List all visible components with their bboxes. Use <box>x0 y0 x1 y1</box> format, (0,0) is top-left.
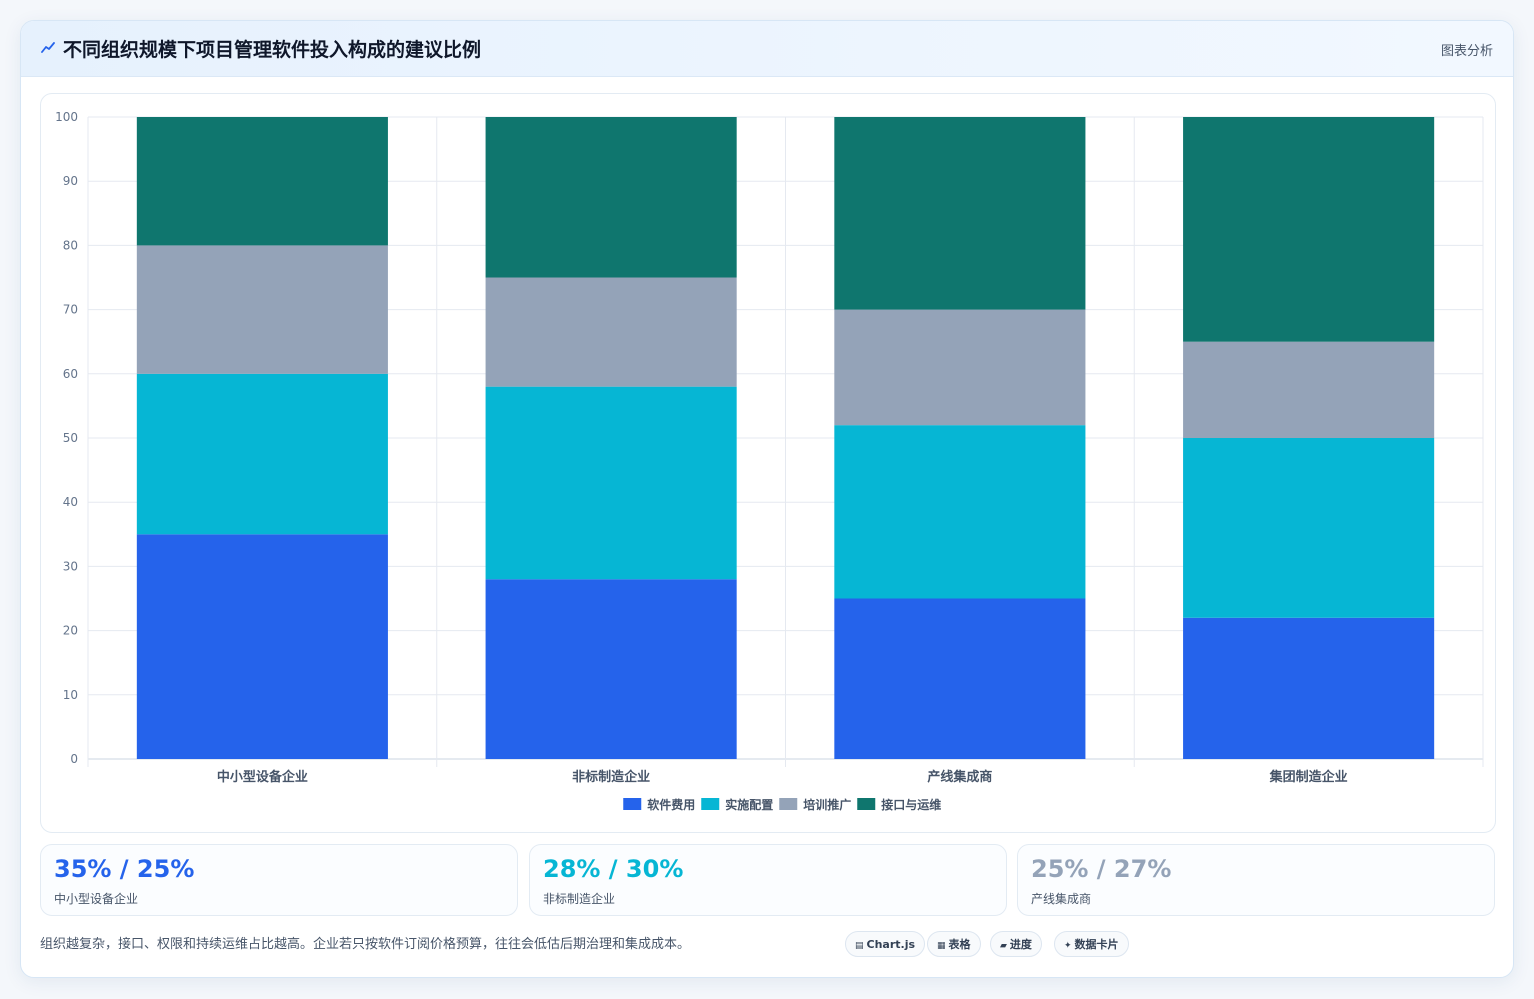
chip-chartjs[interactable]: ▤ Chart.js <box>845 931 926 957</box>
stat-value: 35% / 25% <box>54 855 195 883</box>
legend-swatch <box>779 798 798 810</box>
y-tick-label: 40 <box>63 495 78 509</box>
chart-analysis-tag[interactable]: 图表分析 <box>1440 44 1493 59</box>
chip-data-card[interactable]: ✦ 数据卡片 <box>1054 931 1129 957</box>
chip-label: Chart.js <box>866 938 916 951</box>
bar-segment <box>485 579 737 759</box>
page-title: 不同组织规模下项目管理软件投入构成的建议比例 <box>63 39 482 61</box>
bar-segment <box>136 117 388 246</box>
x-tick-label: 非标制造企业 <box>572 769 650 785</box>
x-tick-label: 产线集成商 <box>927 769 992 785</box>
stat-label: 中小型设备企业 <box>54 892 139 906</box>
chip-label: 数据卡片 <box>1074 938 1119 951</box>
legend-label: 实施配置 <box>725 797 773 812</box>
y-tick-label: 30 <box>63 559 78 573</box>
chart-card: 不同组织规模下项目管理软件投入构成的建议比例 图表分析 0 10 20 30 40 50 6… <box>20 20 1514 978</box>
stat-cards: 35% / 25% 中小型设备企业 28% / 30% 非标制造企业 25% /… <box>40 844 1496 916</box>
bar-segment <box>1183 617 1435 759</box>
progress-icon: ▰ <box>1000 941 1007 951</box>
bar-segment <box>136 245 388 374</box>
y-tick-label: 80 <box>63 238 78 252</box>
stat-label: 产线集成商 <box>1031 892 1092 906</box>
bar-segment <box>1183 117 1435 342</box>
table-icon: ▦ <box>937 941 946 951</box>
stat-value: 25% / 27% <box>1031 855 1172 883</box>
chip-label: 进度 <box>1009 938 1032 951</box>
sparkle-icon: ✦ <box>1064 941 1072 951</box>
chart-icon: ▤ <box>855 941 864 951</box>
chip-table[interactable]: ▦ 表格 <box>927 931 981 957</box>
stacked-bar-chart: 0 10 20 30 40 50 60 70 80 90 100 中小型设备企业 非标制造企业 产线集成商… <box>55 110 1484 812</box>
x-tick-label: 集团制造企业 <box>1269 769 1348 785</box>
footer-note: 组织越复杂，接口、权限和持续运维占比越高。企业若只按软件订阅价格预算，往往会低估… <box>40 937 691 952</box>
bar-segment <box>834 425 1086 599</box>
bar-segment <box>136 534 388 759</box>
y-tick-label: 100 <box>55 110 78 124</box>
stat-card: 25% / 27% 产线集成商 <box>1017 844 1495 916</box>
bar-segment <box>1183 438 1435 618</box>
y-tick-label: 70 <box>63 303 78 317</box>
y-tick-label: 0 <box>70 752 78 766</box>
bar-segment <box>485 277 737 387</box>
stat-card: 35% / 25% 中小型设备企业 <box>40 844 518 916</box>
bar-segment <box>1183 341 1435 438</box>
card-header: 不同组织规模下项目管理软件投入构成的建议比例 图表分析 <box>21 21 1513 77</box>
bar-segment <box>834 117 1086 310</box>
trend-line-icon <box>41 42 55 53</box>
chip-progress[interactable]: ▰ 进度 <box>990 931 1042 957</box>
stat-label: 非标制造企业 <box>543 892 616 906</box>
chart-panel: 0 10 20 30 40 50 60 70 80 90 100 中小型设备企业 非标制造企业 产线集成商… <box>40 93 1496 833</box>
legend-swatch <box>857 798 876 810</box>
chip-label: 表格 <box>948 938 971 951</box>
x-tick-label: 中小型设备企业 <box>217 769 308 785</box>
legend-swatch <box>701 798 720 810</box>
y-tick-label: 50 <box>63 431 78 445</box>
legend-label: 软件费用 <box>647 797 695 812</box>
y-tick-label: 10 <box>63 688 78 702</box>
legend-label: 培训推广 <box>803 797 851 812</box>
y-tick-label: 60 <box>63 367 78 381</box>
y-tick-label: 20 <box>63 624 78 638</box>
bar-segment <box>834 309 1086 426</box>
bar-segment <box>485 117 737 278</box>
stat-value: 28% / 30% <box>543 855 684 883</box>
stat-card: 28% / 30% 非标制造企业 <box>529 844 1007 916</box>
bar-segment <box>485 386 737 580</box>
legend-swatch <box>623 798 642 810</box>
bar-segment <box>136 373 388 535</box>
legend-label: 接口与运维 <box>881 797 941 812</box>
bar-segment <box>834 598 1086 759</box>
y-tick-label: 90 <box>63 174 78 188</box>
